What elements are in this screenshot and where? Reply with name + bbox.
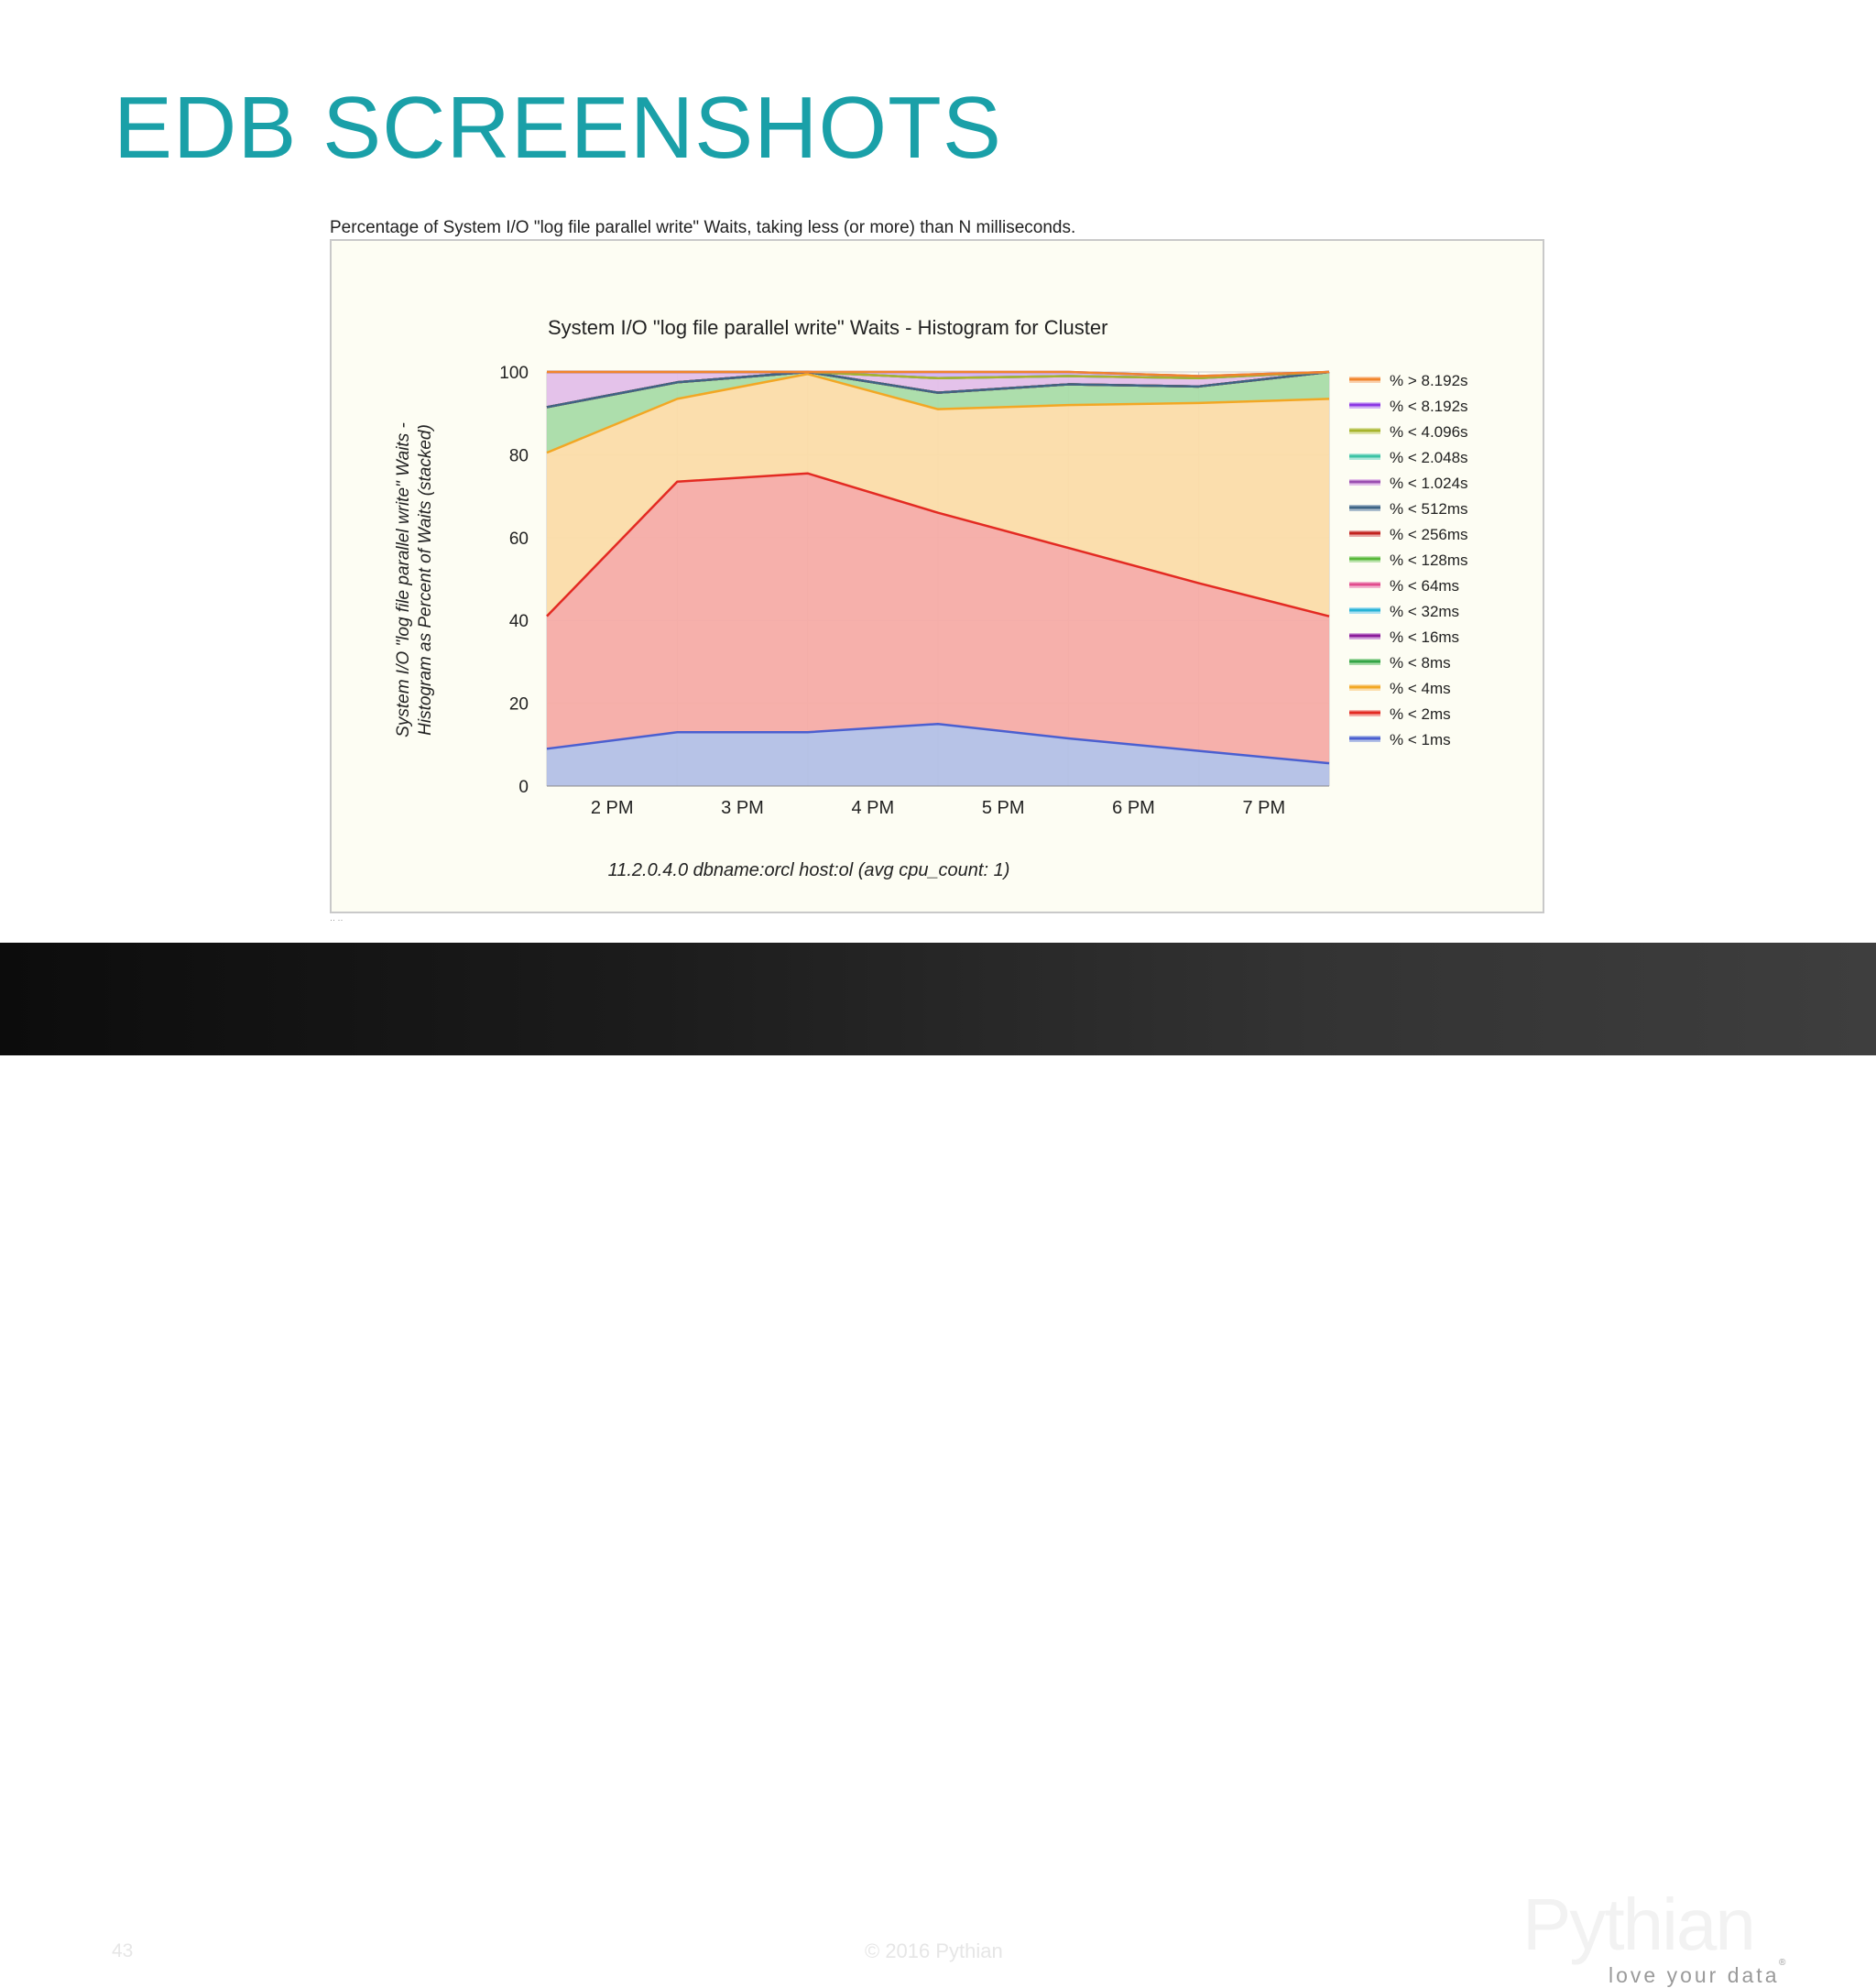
legend-label: % < 64ms	[1390, 577, 1459, 595]
y-tick-label: 0	[518, 778, 529, 797]
y-tick-label: 80	[509, 446, 529, 465]
pythian-logo-tagline: love your data	[1609, 1963, 1780, 1987]
slide-title: EDB SCREENSHOTS	[114, 79, 1002, 177]
x-axis-label: 11.2.0.4.0 dbname:orcl host:ol (avg cpu_…	[608, 860, 1010, 880]
x-tick-label: 3 PM	[721, 798, 764, 818]
x-tick-label: 4 PM	[851, 798, 894, 818]
y-tick-label: 60	[509, 530, 529, 549]
area-series	[547, 372, 1329, 408]
legend-label: % < 256ms	[1390, 526, 1468, 543]
legend-label: % < 512ms	[1390, 500, 1468, 518]
legend-label: % < 8ms	[1390, 654, 1451, 672]
chart-caption: Percentage of System I/O "log file paral…	[330, 218, 1076, 237]
legend-label: % < 1.024s	[1390, 475, 1468, 492]
y-tick-label: 100	[499, 364, 529, 383]
legend-label: % < 1ms	[1390, 731, 1451, 748]
pythian-logo-wordmark: Pythian	[1522, 1884, 1756, 1965]
x-tick-label: 2 PM	[591, 798, 634, 818]
area-series-line	[546, 370, 1330, 409]
copyright-text: © 2016 Pythian	[865, 1939, 1003, 1962]
area-series-line	[546, 373, 1330, 454]
area-series	[547, 724, 1329, 786]
stacked-area-chart: System I/O "log file parallel write" Wai…	[394, 316, 1468, 880]
area-series-line	[546, 472, 1330, 617]
footer-bar: 43 © 2016 Pythian Pythian love your data…	[0, 943, 1876, 1987]
legend-label: % < 4ms	[1390, 680, 1451, 697]
y-axis-label-line1: System I/O "log file parallel write" Wai…	[394, 422, 413, 737]
area-series	[547, 473, 1329, 764]
y-tick-label: 40	[509, 612, 529, 631]
legend-label: % < 2ms	[1390, 705, 1451, 723]
legend-label: % < 8.192s	[1390, 398, 1468, 415]
page-number: 43	[112, 1940, 134, 1961]
area-series	[547, 374, 1329, 617]
x-tick-label: 6 PM	[1112, 798, 1155, 818]
x-tick-label: 5 PM	[982, 798, 1025, 818]
chart-stub-text: ·· ··	[330, 915, 344, 924]
chart-frame: System I/O "log file parallel write" Wai…	[330, 239, 1544, 913]
y-axis-label-line2: Histogram as Percent of Waits (stacked)	[416, 424, 435, 736]
area-series-line	[546, 722, 1330, 765]
area-series-line	[547, 370, 1330, 377]
area-series	[547, 372, 1329, 453]
chart-title: System I/O "log file parallel write" Wai…	[548, 316, 1107, 339]
legend-label: % < 2.048s	[1390, 449, 1468, 466]
y-tick-label: 20	[509, 695, 529, 715]
legend-label: % < 16ms	[1390, 628, 1459, 646]
x-tick-label: 7 PM	[1242, 798, 1285, 818]
legend-label: % < 4.096s	[1390, 423, 1468, 441]
legend-label: % > 8.192s	[1390, 372, 1468, 389]
legend-label: % < 128ms	[1390, 552, 1468, 569]
registered-mark: ®	[1779, 1958, 1786, 1968]
legend-label: % < 32ms	[1390, 603, 1459, 620]
